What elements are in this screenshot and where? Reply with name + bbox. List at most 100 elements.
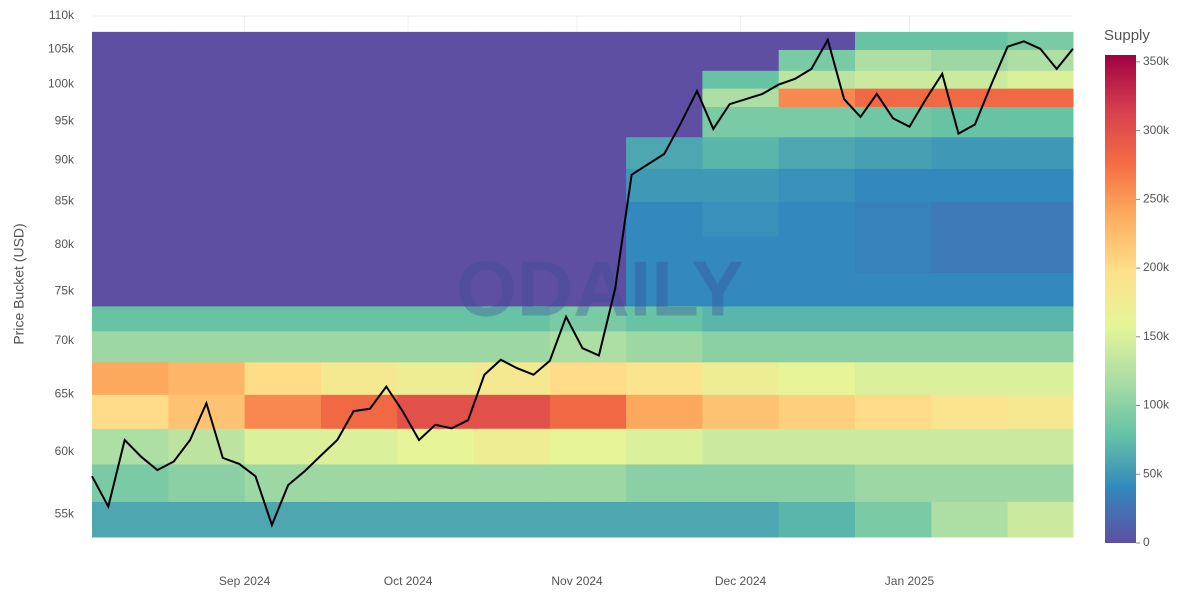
heat-cell <box>931 330 1009 363</box>
price-line <box>91 37 1074 528</box>
heat-cell <box>931 463 1009 502</box>
heat-cell <box>626 70 703 89</box>
heat-cell <box>397 463 474 502</box>
heat-cell <box>626 49 703 71</box>
x-tick-label: Dec 2024 <box>715 574 767 588</box>
colorbar-tick-label: 50k <box>1143 466 1163 480</box>
colorbar-tick-label: 100k <box>1143 398 1170 412</box>
heat-cell <box>702 70 780 89</box>
heat-cell <box>549 236 627 273</box>
heat-cell <box>702 501 780 538</box>
heat-cell <box>244 428 322 465</box>
heat-cell <box>549 70 627 89</box>
x-tick-label: Nov 2024 <box>551 574 603 588</box>
heat-cell <box>702 236 780 273</box>
watermark: ODAILY <box>456 245 744 333</box>
heat-cell <box>549 31 627 50</box>
heat-cell <box>549 106 627 138</box>
heat-cell <box>626 463 703 502</box>
heat-cell <box>168 31 246 50</box>
heat-cell <box>778 88 856 107</box>
heat-cell <box>778 463 856 502</box>
heat-cell <box>778 361 856 395</box>
heat-cell <box>778 136 856 169</box>
heat-cell <box>397 201 474 237</box>
heat-cell <box>702 88 780 107</box>
heat-cell <box>320 88 398 107</box>
y-tick-label: 105k <box>48 42 75 56</box>
heat-cell <box>473 501 551 538</box>
heat-cell <box>473 70 551 89</box>
heat-cell <box>397 136 474 169</box>
heat-cell <box>473 272 551 307</box>
heat-cell <box>778 428 856 465</box>
y-tick-label: 75k <box>55 284 75 298</box>
heat-cell <box>168 136 246 169</box>
heat-cell <box>473 361 551 395</box>
y-tick-label: 95k <box>55 114 75 128</box>
colorbar-title: Supply <box>1104 27 1150 44</box>
heat-cell <box>702 201 780 237</box>
heat-cell <box>1007 106 1074 138</box>
heat-cell <box>931 88 1009 107</box>
heat-cell <box>473 330 551 363</box>
heat-cell <box>244 330 322 363</box>
heat-cell <box>397 31 474 50</box>
heat-cell <box>778 236 856 273</box>
heat-cell <box>702 361 780 395</box>
heat-cell <box>92 49 169 71</box>
heat-cell <box>702 305 780 332</box>
heat-cell <box>92 394 169 429</box>
heat-cell <box>931 236 1009 273</box>
heat-cell <box>397 70 474 89</box>
heat-cell <box>626 168 703 202</box>
heat-cell <box>1007 88 1074 107</box>
heat-cell <box>244 136 322 169</box>
heat-cell <box>1007 463 1074 502</box>
colorbar-tick-label: 300k <box>1143 123 1170 137</box>
colorbar-tick-label: 350k <box>1143 54 1170 68</box>
heat-cell <box>931 168 1009 202</box>
heat-cell <box>473 463 551 502</box>
heat-cell <box>626 236 703 273</box>
heat-cell <box>549 136 627 169</box>
heat-cell <box>473 428 551 465</box>
heat-cell <box>473 168 551 202</box>
heat-cell <box>320 361 398 395</box>
heat-cell <box>92 201 169 237</box>
heat-cell <box>855 305 932 332</box>
heat-cell <box>778 272 856 307</box>
heat-cell <box>320 394 398 429</box>
heat-cell <box>397 428 474 465</box>
heat-cell <box>168 361 246 395</box>
heat-cell <box>855 106 932 138</box>
heat-cell <box>92 330 169 363</box>
heat-cell <box>244 49 322 71</box>
heat-cell <box>320 70 398 89</box>
heat-cell <box>931 361 1009 395</box>
heat-cell <box>549 49 627 71</box>
heat-cell <box>473 49 551 71</box>
heat-cell <box>244 31 322 50</box>
heat-cell <box>168 49 246 71</box>
heat-cell <box>92 31 169 50</box>
heat-cell <box>855 463 932 502</box>
heat-cell <box>397 168 474 202</box>
heat-cell <box>244 394 322 429</box>
heat-cell <box>397 330 474 363</box>
heat-cell <box>855 236 932 273</box>
heat-cell <box>855 394 932 429</box>
heat-cell <box>702 272 780 307</box>
heat-cell <box>1007 136 1074 169</box>
heat-cell <box>168 201 246 237</box>
heat-cell <box>626 201 703 237</box>
heat-cell <box>931 201 1009 237</box>
y-tick-label: 65k <box>55 386 75 400</box>
heat-cell <box>244 106 322 138</box>
heat-cell <box>931 70 1009 89</box>
heat-cell <box>626 88 703 107</box>
heat-cell <box>855 136 932 169</box>
heat-cell <box>931 272 1009 307</box>
heat-cell <box>702 330 780 363</box>
heat-cell <box>626 428 703 465</box>
